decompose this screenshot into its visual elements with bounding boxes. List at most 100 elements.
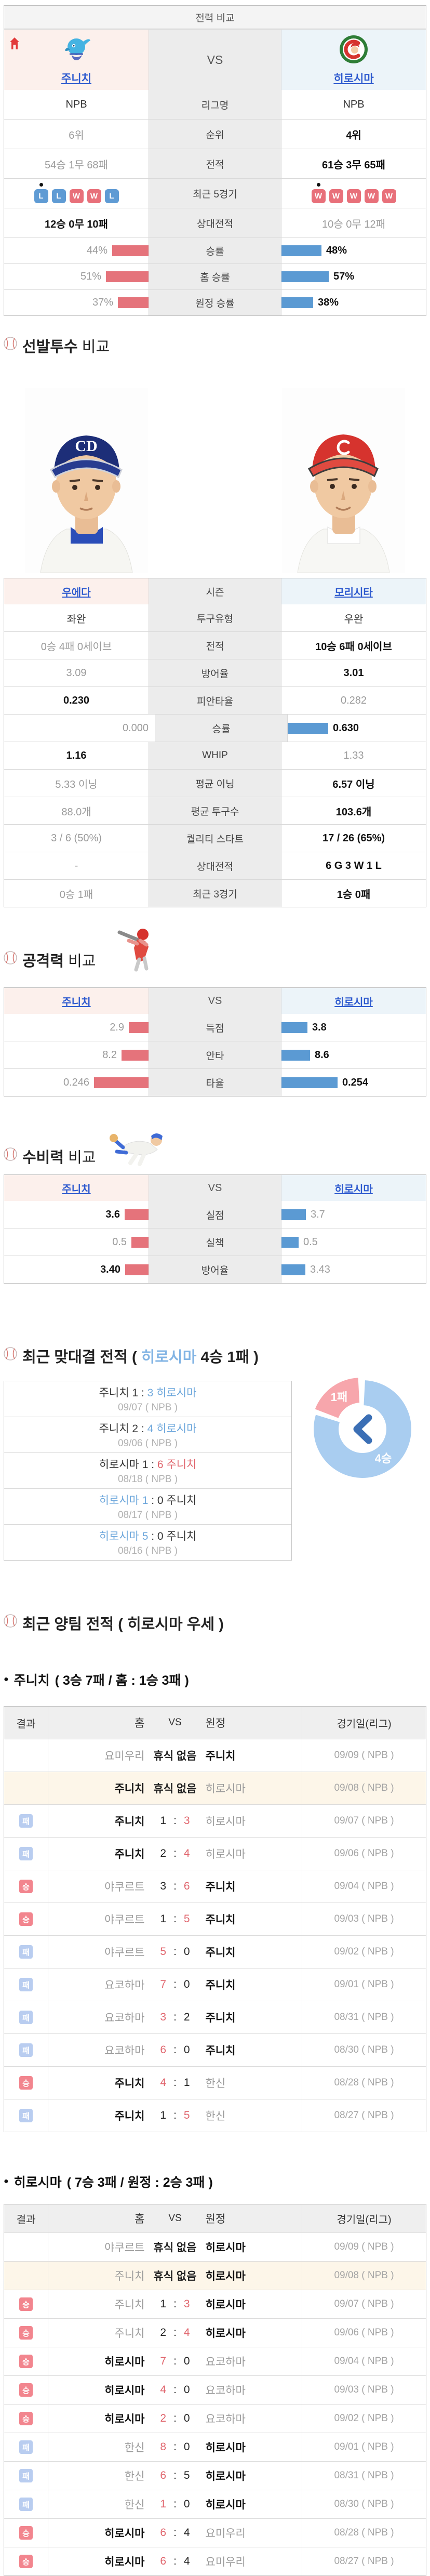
loss-result-badge: 패 bbox=[19, 2440, 33, 2454]
away-score: 0 bbox=[183, 2384, 190, 2396]
score-colon: : bbox=[173, 1847, 177, 1859]
recent-sections: ● 주니치( 3승 7패 / 홈 : 1승 3패 ) 결과 홈 VS 원정 경기일(리그) 요… bbox=[4, 1669, 426, 2576]
win-badge: W bbox=[87, 189, 101, 203]
game-row: 승 히로시마 7:0 요코하마 09/04 ( NPB ) bbox=[4, 2347, 426, 2375]
home-stat-value: 0.5 bbox=[112, 1236, 127, 1248]
away-pitcher-link[interactable]: 모리시타 bbox=[334, 587, 373, 599]
heading-part: 공격력 bbox=[22, 953, 64, 970]
home-team-name: 야쿠르트 bbox=[104, 1947, 145, 1959]
home-score: 6 bbox=[160, 2555, 167, 2567]
comparison-row: 88.0개 평균 투구수 103.6개 bbox=[4, 797, 426, 824]
away-stat-value: 3.7 bbox=[311, 1208, 325, 1220]
offense-home-link[interactable]: 주니치 bbox=[62, 996, 91, 1008]
away-team-name: 히로시마 bbox=[205, 1848, 246, 1860]
matchup-cell: 주니치 2:4 히로시마 bbox=[48, 2319, 302, 2347]
score-cell: 3:2 bbox=[144, 2011, 205, 2024]
defense-header-row: 주니치 VS 히로시마 bbox=[4, 1175, 426, 1201]
away-team-name: 주니치 bbox=[205, 2045, 236, 2057]
heading-part: ( 히로시마 우세 ) bbox=[114, 1616, 224, 1633]
h2h-away-part: 0 주니치 bbox=[157, 1495, 197, 1507]
away-score: 4 bbox=[183, 1847, 190, 1859]
home-stat-value: 0.246 bbox=[63, 1076, 89, 1088]
defense-vs-label: VS bbox=[208, 1182, 222, 1194]
h2h-match-date: 09/06 ( NPB ) bbox=[117, 1438, 178, 1449]
result-cell: 승 bbox=[4, 2405, 48, 2433]
home-value-cell: 0.000 bbox=[4, 715, 155, 742]
win-badge: W bbox=[329, 189, 343, 203]
score-cell: 4:0 bbox=[144, 2384, 205, 2396]
game-date: 09/01 ( NPB ) bbox=[302, 2433, 426, 2461]
away-stat-value: 10승 6패 0세이브 bbox=[315, 641, 392, 653]
stat-label: 방어율 bbox=[201, 668, 229, 680]
score-colon: : bbox=[173, 2412, 177, 2424]
loss-badge: L bbox=[34, 189, 48, 203]
stat-label: 전적 bbox=[206, 641, 224, 652]
header-vs: VS bbox=[168, 2213, 182, 2224]
home-stat-value: 좌완 bbox=[66, 613, 86, 625]
defense-away-link[interactable]: 히로시마 bbox=[334, 1183, 373, 1195]
home-stat-value: 3 / 6 (50%) bbox=[51, 832, 102, 844]
away-value-cell: 4위 bbox=[281, 120, 426, 149]
home-score: 3 bbox=[160, 1880, 167, 1892]
score-cell: 8:0 bbox=[144, 2441, 205, 2453]
home-team-link[interactable]: 주니치 bbox=[61, 72, 91, 85]
away-value-cell: 48% bbox=[281, 238, 426, 263]
form-badge-slot: W bbox=[87, 189, 101, 203]
comparison-row: 0.230 피안타율 0.282 bbox=[4, 686, 426, 714]
recent-team-record: ( 3승 7패 / 홈 : 1승 3패 ) bbox=[55, 1673, 189, 1688]
loss-result-badge: 패 bbox=[19, 1978, 33, 1991]
comparison-row: 0.246 타율 0.254 bbox=[4, 1068, 426, 1096]
offense-away-link[interactable]: 히로시마 bbox=[334, 996, 373, 1008]
comparison-row: 37% 원정 승률 38% bbox=[4, 289, 426, 315]
loss-badge: L bbox=[51, 189, 66, 203]
heading-part: 수비력 bbox=[22, 1150, 64, 1166]
away-team-name: 히로시마 bbox=[205, 2299, 246, 2311]
comparison-row: NPB 리그명 NPB bbox=[4, 90, 426, 119]
score-cell: 2:4 bbox=[144, 1847, 205, 1860]
game-row: 승 히로시마 4:0 요코하마 09/03 ( NPB ) bbox=[4, 2375, 426, 2404]
recent-team-name: 히로시마 bbox=[14, 2175, 62, 2190]
away-team-cell: 히로시마 bbox=[281, 30, 426, 90]
header-away: 원정 bbox=[205, 2213, 226, 2225]
home-score: 1 bbox=[160, 1815, 167, 1827]
score-cell: 1:3 bbox=[144, 1815, 205, 1827]
home-pitcher-link[interactable]: 우에다 bbox=[62, 587, 91, 599]
win-badge: W bbox=[346, 189, 361, 203]
home-team-name: 주니치 bbox=[114, 1816, 145, 1828]
away-team-name: 주니치 bbox=[205, 1750, 236, 1762]
score-cell: 7:0 bbox=[144, 1978, 205, 1991]
game-date: 08/30 ( NPB ) bbox=[302, 2034, 426, 2066]
comparison-row: 0.5 실책 0.5 bbox=[4, 1228, 426, 1256]
game-date: 09/07 ( NPB ) bbox=[302, 2290, 426, 2318]
away-stat-value: 57% bbox=[333, 271, 355, 282]
away-value-cell: 0.630 bbox=[288, 715, 426, 742]
away-team-name: 주니치 bbox=[205, 1979, 236, 1991]
matchup-cell: 야쿠르트 5:0 주니치 bbox=[48, 1936, 302, 1968]
defense-home-link[interactable]: 주니치 bbox=[62, 1183, 91, 1195]
h2h-home-part: 히로시마 1 bbox=[99, 1459, 149, 1471]
home-value-cell: 1.16 bbox=[4, 742, 149, 769]
result-cell: 승 bbox=[4, 2067, 48, 2099]
score-colon: : bbox=[173, 1913, 177, 1925]
stat-label: 득점 bbox=[206, 1023, 224, 1034]
away-team-name: 요코하마 bbox=[205, 2413, 246, 2425]
away-team-name: 한신 bbox=[205, 2110, 226, 2122]
matchup-cell: 한신 6:5 히로시마 bbox=[48, 2462, 302, 2490]
stat-label: 안타 bbox=[206, 1050, 224, 1062]
form-badge-slot: W bbox=[69, 189, 84, 203]
stat-label-cell: 전적 bbox=[149, 149, 281, 178]
score-cell: 4:1 bbox=[144, 2077, 205, 2089]
away-stat-value: 17 / 26 (65%) bbox=[322, 832, 385, 844]
result-cell: 승 bbox=[4, 2547, 48, 2575]
h2h-match-line: 히로시마 1 : 6 주니치 bbox=[99, 1456, 197, 1472]
loss-result-badge: 패 bbox=[19, 2469, 33, 2482]
away-team-link[interactable]: 히로시마 bbox=[333, 72, 374, 85]
matchup-cell: 요미우리 휴식 없음 주니치 bbox=[48, 1739, 302, 1772]
home-team-name: 야쿠르트 bbox=[104, 1914, 145, 1926]
offense-heading-text: 공격력 비교 bbox=[22, 949, 96, 971]
game-date: 08/27 ( NPB ) bbox=[302, 2547, 426, 2575]
home-score: 7 bbox=[160, 2355, 167, 2367]
home-score: 5 bbox=[160, 1946, 167, 1958]
matchup-cell: 주니치 4:1 한신 bbox=[48, 2067, 302, 2099]
